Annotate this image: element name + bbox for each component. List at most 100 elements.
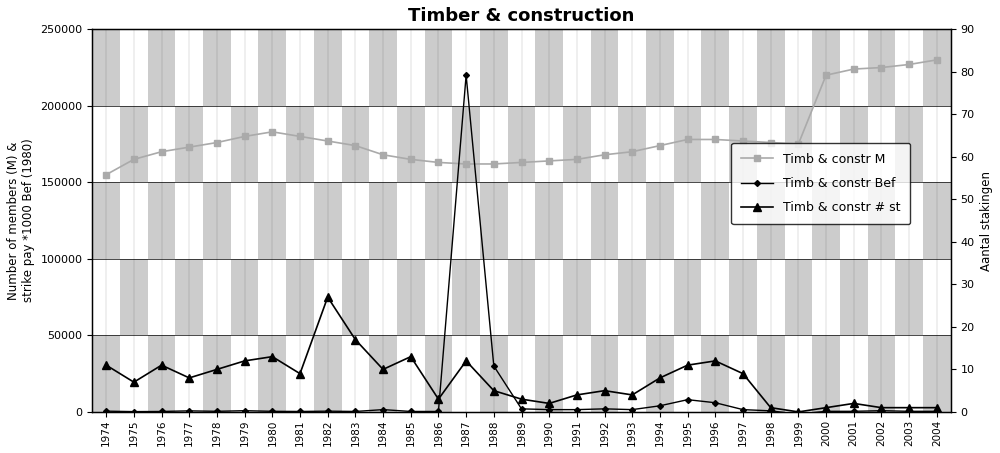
Bar — [701, 106, 729, 183]
Timb & constr # st — [128, 380, 140, 385]
Timb & constr Bef — [128, 409, 140, 414]
Bar — [785, 259, 812, 335]
Timb & constr Bef — [322, 409, 334, 414]
Bar — [591, 183, 618, 259]
Bar — [203, 259, 231, 335]
Bar — [812, 106, 840, 183]
Bar — [563, 259, 591, 335]
Timb & constr M — [100, 172, 112, 178]
Bar — [868, 259, 895, 335]
Bar — [535, 335, 563, 412]
Timb & constr M — [460, 161, 472, 167]
Bar — [92, 259, 120, 335]
Timb & constr M — [128, 157, 140, 162]
Bar — [757, 259, 785, 335]
Bar — [92, 183, 120, 259]
Bar — [286, 183, 314, 259]
Bar — [258, 106, 286, 183]
Bar — [369, 259, 397, 335]
Timb & constr Bef — [903, 409, 915, 414]
Bar — [425, 335, 452, 412]
Bar — [314, 29, 342, 106]
Bar — [342, 106, 369, 183]
Bar — [646, 183, 674, 259]
Bar — [369, 29, 397, 106]
Timb & constr # st — [266, 354, 278, 359]
Bar — [203, 183, 231, 259]
Timb & constr Bef — [294, 409, 306, 414]
Bar — [148, 106, 175, 183]
Timb & constr M — [903, 62, 915, 67]
Y-axis label: Aantal stakingen: Aantal stakingen — [980, 171, 993, 270]
Timb & constr Bef — [266, 409, 278, 414]
Bar — [397, 259, 425, 335]
Timb & constr M — [266, 129, 278, 135]
Bar — [397, 29, 425, 106]
Bar — [508, 183, 535, 259]
Bar — [535, 106, 563, 183]
Bar — [258, 29, 286, 106]
Bar — [175, 106, 203, 183]
Timb & constr M — [349, 143, 361, 148]
Bar — [120, 335, 148, 412]
Timb & constr # st — [709, 358, 721, 364]
Bar — [342, 259, 369, 335]
Timb & constr # st — [377, 366, 389, 372]
Bar — [674, 259, 701, 335]
Bar — [452, 106, 480, 183]
Bar — [452, 29, 480, 106]
Bar — [757, 335, 785, 412]
Timb & constr Bef — [543, 407, 555, 412]
Bar — [258, 259, 286, 335]
Bar — [508, 29, 535, 106]
Timb & constr Bef — [599, 406, 611, 412]
Bar — [231, 29, 258, 106]
Bar — [868, 106, 895, 183]
Bar — [923, 106, 951, 183]
Bar — [231, 183, 258, 259]
Bar — [120, 29, 148, 106]
Bar — [286, 259, 314, 335]
Bar — [701, 259, 729, 335]
Bar — [646, 29, 674, 106]
Bar — [314, 106, 342, 183]
Timb & constr Bef — [488, 363, 500, 369]
Bar — [618, 106, 646, 183]
Timb & constr M — [183, 145, 195, 150]
Timb & constr M — [792, 141, 804, 147]
Bar — [563, 106, 591, 183]
Bar — [203, 335, 231, 412]
Timb & constr # st — [737, 371, 749, 376]
Bar — [175, 29, 203, 106]
Bar — [674, 106, 701, 183]
Bar — [563, 335, 591, 412]
Bar — [480, 259, 508, 335]
Bar — [701, 29, 729, 106]
Bar — [923, 335, 951, 412]
Bar — [840, 29, 868, 106]
Bar — [840, 259, 868, 335]
Timb & constr Bef — [654, 403, 666, 409]
Timb & constr Bef — [460, 72, 472, 78]
Timb & constr M — [848, 66, 860, 72]
Timb & constr M — [737, 138, 749, 144]
Bar — [480, 29, 508, 106]
Bar — [425, 29, 452, 106]
Bar — [535, 259, 563, 335]
Line: Timb & constr Bef: Timb & constr Bef — [104, 73, 939, 416]
Timb & constr Bef — [432, 409, 444, 414]
Timb & constr Bef — [682, 397, 694, 402]
Bar — [148, 335, 175, 412]
Bar — [840, 335, 868, 412]
Bar — [314, 183, 342, 259]
Bar — [286, 29, 314, 106]
Bar — [674, 29, 701, 106]
Timb & constr Bef — [349, 409, 361, 414]
Bar — [425, 106, 452, 183]
Timb & constr # st — [460, 358, 472, 364]
Timb & constr M — [765, 140, 777, 145]
Legend: Timb & constr M, Timb & constr Bef, Timb & constr # st: Timb & constr M, Timb & constr Bef, Timb… — [731, 143, 910, 224]
Bar — [231, 335, 258, 412]
Bar — [203, 29, 231, 106]
Timb & constr Bef — [183, 408, 195, 414]
